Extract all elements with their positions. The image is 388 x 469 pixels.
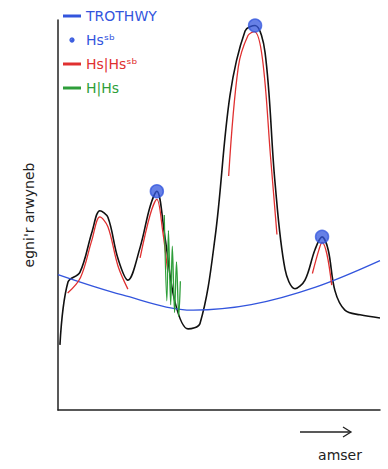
svg-text:egni'r arwyneb: egni'r arwyneb	[21, 163, 37, 268]
svg-text:H|Hs: H|Hs	[86, 80, 119, 97]
svg-text:Hsˢᵇ: Hsˢᵇ	[86, 32, 115, 48]
svg-text:amser: amser	[318, 447, 362, 463]
svg-text:TROTHWY: TROTHWY	[85, 8, 157, 24]
svg-text:Hs|Hsˢᵇ: Hs|Hsˢᵇ	[86, 56, 138, 73]
